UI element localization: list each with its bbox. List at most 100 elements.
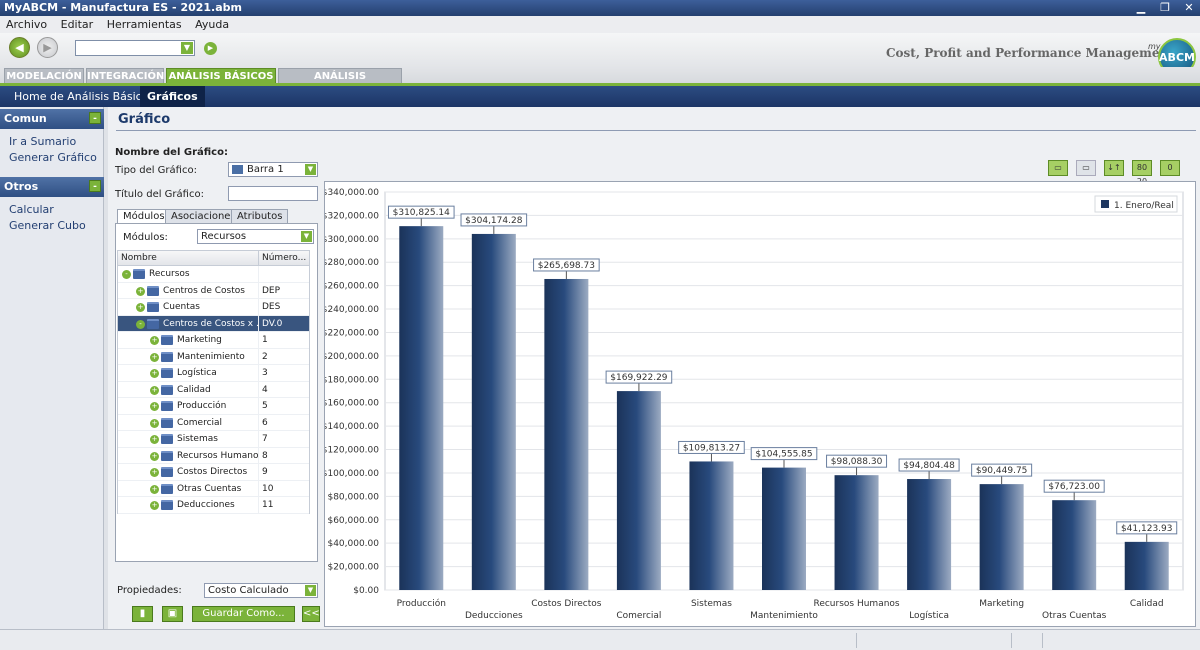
x-tick-label: Sistemas [691,599,732,609]
tree-row-number: DEP [258,282,309,298]
bar [544,278,589,590]
expand-node-icon[interactable]: + [150,484,159,494]
tree-row-name: + Deducciones [118,497,258,513]
tree-row-name: + Logística [118,365,258,381]
new-chart-icon[interactable]: ▮ [132,606,153,622]
data-label: $98,088.30 [831,457,883,467]
navigation-combo[interactable]: ▼ [75,40,195,56]
legend-label: 1. Enero/Real [1114,201,1174,211]
table-view-icon[interactable]: ▭ [1076,160,1096,176]
minimize-icon[interactable]: ▁ [1136,1,1146,14]
expand-node-icon[interactable]: + [150,369,159,378]
tree-row[interactable]: - Recursos [118,266,309,283]
expand-node-icon[interactable]: + [136,286,145,296]
expand-node-icon[interactable]: + [150,468,159,477]
tree-row[interactable]: + Logística 3 [118,365,309,382]
subnav-home-analisis[interactable]: Home de Análisis Básico [14,90,149,103]
link-ir-a-sumario[interactable]: Ir a Sumario [9,135,77,148]
tree-row-name: + Comercial [118,415,258,431]
chevron-down-icon[interactable]: ▼ [301,231,312,242]
tree-row[interactable]: + Otras Cuentas 10 [118,480,309,497]
panel-splitter[interactable] [104,107,108,629]
logo-prefix: my [1148,42,1161,51]
folder-icon [161,450,173,461]
menu-herramientas[interactable]: Herramientas [106,18,182,31]
section-otros-header[interactable]: Otros - [0,177,104,197]
collapse-icon[interactable]: - [89,180,101,192]
folder-icon [161,434,173,444]
pareto-icon[interactable]: 80 20 [1132,160,1152,186]
chart-title-input[interactable] [228,186,318,201]
column-nombre[interactable]: Nombre [121,253,157,263]
column-numero[interactable]: Número... [258,251,309,265]
x-tick-label: Costos Directos [531,599,602,609]
tree-row[interactable]: + Costos Directos 9 [118,464,309,481]
tab-modulos[interactable]: Módulos [117,209,171,224]
go-icon[interactable]: ▶ [204,42,217,55]
chart-type-select[interactable]: Barra 1 ▼ [228,162,318,177]
collapse-icon[interactable]: - [89,112,101,124]
save-as-button[interactable]: Guardar Como... [192,606,295,622]
tree-row[interactable]: + Producción 5 [118,398,309,415]
window-title: MyABCM - Manufactura ES - 2021.abm [4,1,242,14]
tab-integracion[interactable]: INTEGRACIÓN [86,68,164,83]
tree-row[interactable]: + Comercial 6 [118,414,309,431]
tree-row[interactable]: + Centros de Costos DEP [118,282,309,299]
subnav-graficos[interactable]: Gráficos [140,86,205,107]
folder-icon [161,467,173,477]
forward-icon[interactable]: ▶ [37,37,58,58]
properties-select[interactable]: Costo Calculado ▼ [204,583,318,598]
bar-chart-icon [232,165,243,174]
window-titlebar: MyABCM - Manufactura ES - 2021.abm ▁ ❐ ✕ [0,0,1200,16]
chevron-down-icon[interactable]: ▼ [305,585,316,596]
close-icon[interactable]: ✕ [1184,1,1194,14]
chevron-down-icon[interactable]: ▼ [181,42,193,54]
link-generar-cubo[interactable]: Generar Cubo [9,219,86,232]
tree-row[interactable]: + Calidad 4 [118,381,309,398]
menu-ayuda[interactable]: Ayuda [195,18,230,31]
expand-node-icon[interactable]: + [150,336,159,345]
modules-select[interactable]: Recursos ▼ [197,229,314,244]
expand-node-icon[interactable]: + [150,435,159,444]
tree-row-number: 10 [258,480,309,496]
expand-node-icon[interactable]: + [150,352,159,362]
collapse-node-icon[interactable]: - [136,319,145,329]
tab-modelacion[interactable]: MODELACIÓN [4,68,84,83]
expand-node-icon[interactable]: + [150,385,159,395]
menu-editar[interactable]: Editar [60,18,94,31]
sort-icon[interactable]: ↓↑ [1104,160,1124,176]
tree-row[interactable]: + Recursos Humanos 8 [118,447,309,464]
bar [907,479,952,590]
restore-icon[interactable]: ❐ [1160,1,1170,14]
zero-icon[interactable]: 0 [1160,160,1180,176]
tab-atributos[interactable]: Atributos [231,209,289,224]
tree-row-label: Centros de Costos [163,285,245,296]
tree-row-number: 8 [258,447,309,463]
expand-node-icon[interactable]: + [150,402,159,411]
chart-view-icon[interactable]: ▭ [1048,160,1068,176]
tab-analisis-basicos[interactable]: ANÁLISIS BÁSICOS [166,68,276,83]
section-comun-header[interactable]: Comun - [0,109,104,129]
section-comun-title: Comun [4,112,47,125]
expand-node-icon[interactable]: + [150,451,159,461]
expand-node-icon[interactable]: + [136,303,145,312]
tree-row[interactable]: - Centros de Costos x ... DV.0 [118,315,309,332]
tree-row[interactable]: + Mantenimiento 2 [118,348,309,365]
tree-row[interactable]: + Deducciones 11 [118,497,309,514]
collapse-node-icon[interactable]: - [122,270,131,279]
tree-row[interactable]: + Sistemas 7 [118,431,309,448]
collapse-panel-button[interactable]: << [302,606,320,622]
folder-icon [161,417,173,428]
link-calcular[interactable]: Calcular [9,203,54,216]
expand-node-icon[interactable]: + [150,501,159,510]
tab-analisis-avanzados[interactable]: ANÁLISIS AVANZADOS [278,68,402,97]
save-icon[interactable]: ▣ [162,606,183,622]
chevron-down-icon[interactable]: ▼ [305,164,316,175]
sub-navigation: Home de Análisis Básico Gráficos [0,86,1200,107]
expand-node-icon[interactable]: + [150,418,159,428]
tree-row[interactable]: + Cuentas DES [118,299,309,316]
link-generar-grafico[interactable]: Generar Gráfico [9,151,97,164]
tree-row[interactable]: + Marketing 1 [118,332,309,349]
menu-archivo[interactable]: Archivo [6,18,48,31]
back-icon[interactable]: ◀ [9,37,30,58]
